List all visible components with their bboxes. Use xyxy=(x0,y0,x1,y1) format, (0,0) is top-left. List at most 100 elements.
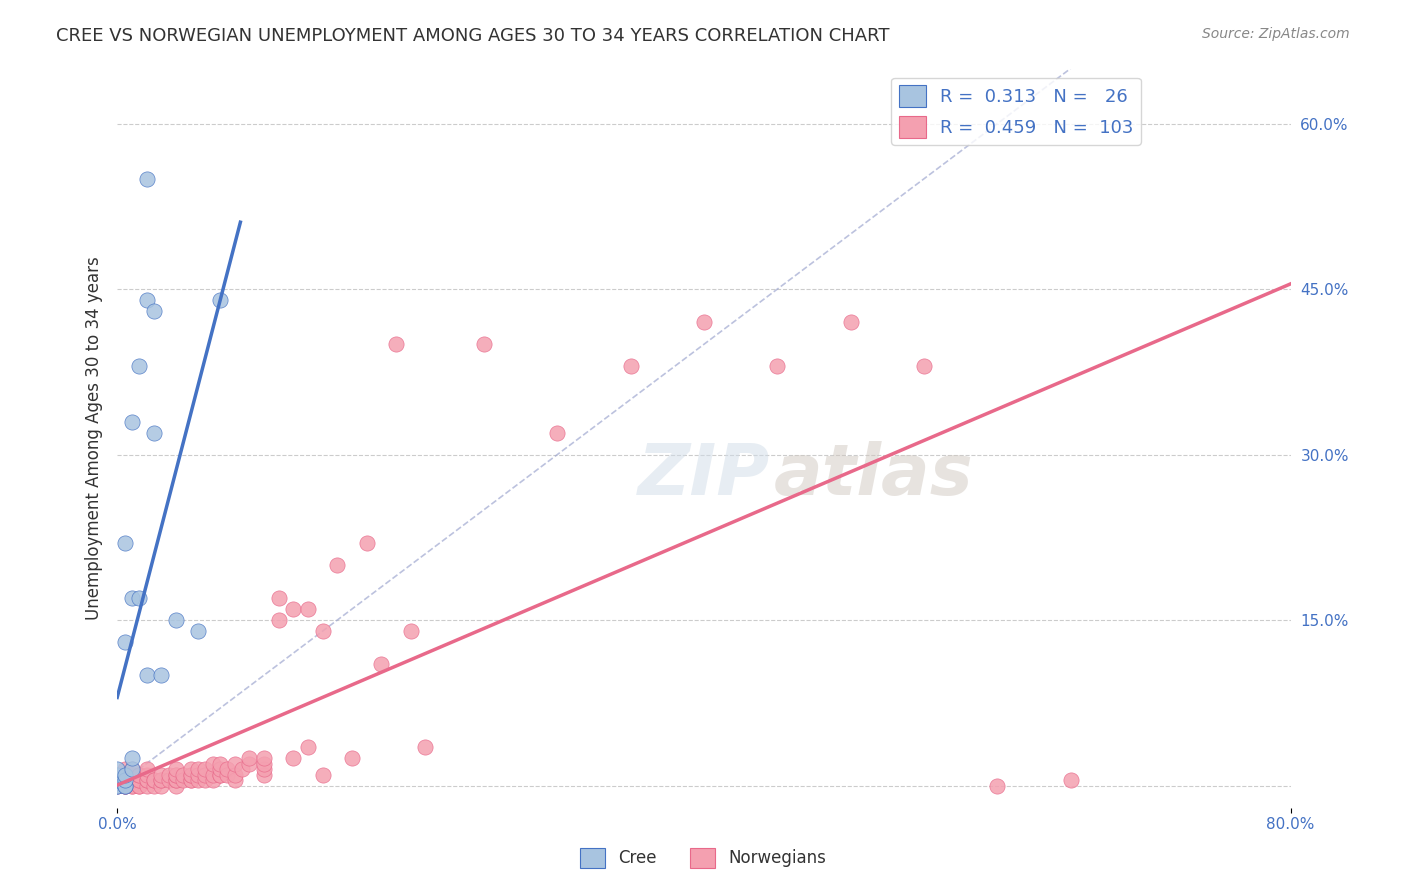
Point xyxy=(253,756,276,771)
Point xyxy=(986,779,1008,793)
Point xyxy=(187,773,209,788)
Point xyxy=(238,751,260,765)
Point xyxy=(105,773,128,788)
Point xyxy=(194,767,217,781)
Point xyxy=(135,773,157,788)
Point xyxy=(180,762,202,776)
Point xyxy=(105,779,128,793)
Point xyxy=(1059,773,1081,788)
Point xyxy=(283,751,305,765)
Point xyxy=(142,425,165,440)
Point xyxy=(121,773,143,788)
Point xyxy=(172,773,194,788)
Legend: R =  0.313   N =   26, R =  0.459   N =  103: R = 0.313 N = 26, R = 0.459 N = 103 xyxy=(891,78,1140,145)
Point xyxy=(370,657,392,672)
Point xyxy=(208,767,231,781)
Point xyxy=(172,767,194,781)
Point xyxy=(157,767,180,781)
Point xyxy=(194,762,217,776)
Point xyxy=(238,756,260,771)
Point xyxy=(399,624,422,639)
Point xyxy=(121,762,143,776)
Point xyxy=(165,767,187,781)
Point xyxy=(194,773,217,788)
Point xyxy=(105,773,128,788)
Point xyxy=(114,767,136,781)
Point xyxy=(340,751,363,765)
Point xyxy=(224,756,246,771)
Point xyxy=(326,558,349,572)
Point xyxy=(121,773,143,788)
Point xyxy=(187,762,209,776)
Point xyxy=(180,773,202,788)
Point xyxy=(297,739,319,754)
Point xyxy=(472,337,495,351)
Point xyxy=(135,293,157,308)
Point xyxy=(128,773,150,788)
Point xyxy=(297,602,319,616)
Point xyxy=(135,779,157,793)
Point xyxy=(114,635,136,649)
Point xyxy=(766,359,789,374)
Point xyxy=(105,767,128,781)
Point xyxy=(142,773,165,788)
Point xyxy=(311,767,333,781)
Point xyxy=(114,779,136,793)
Point xyxy=(150,773,173,788)
Point xyxy=(546,425,568,440)
Point xyxy=(150,773,173,788)
Point xyxy=(114,767,136,781)
Point xyxy=(128,359,150,374)
Point xyxy=(114,767,136,781)
Point xyxy=(253,762,276,776)
Point xyxy=(114,779,136,793)
Point xyxy=(121,767,143,781)
Point xyxy=(165,762,187,776)
Point xyxy=(135,668,157,682)
Point xyxy=(208,756,231,771)
Point xyxy=(128,591,150,605)
Point xyxy=(105,773,128,788)
Point xyxy=(267,613,290,627)
Point xyxy=(165,773,187,788)
Point xyxy=(208,293,231,308)
Point xyxy=(912,359,935,374)
Point xyxy=(114,773,136,788)
Point xyxy=(121,591,143,605)
Point xyxy=(217,767,239,781)
Point xyxy=(157,773,180,788)
Text: CREE VS NORWEGIAN UNEMPLOYMENT AMONG AGES 30 TO 34 YEARS CORRELATION CHART: CREE VS NORWEGIAN UNEMPLOYMENT AMONG AGE… xyxy=(56,27,890,45)
Point xyxy=(114,779,136,793)
Text: Source: ZipAtlas.com: Source: ZipAtlas.com xyxy=(1202,27,1350,41)
Text: ZIP: ZIP xyxy=(638,441,770,509)
Point xyxy=(839,315,862,329)
Point xyxy=(619,359,641,374)
Point xyxy=(224,767,246,781)
Point xyxy=(208,767,231,781)
Point xyxy=(114,767,136,781)
Point xyxy=(693,315,716,329)
Point xyxy=(121,751,143,765)
Point xyxy=(180,773,202,788)
Point xyxy=(128,767,150,781)
Point xyxy=(128,773,150,788)
Point xyxy=(114,773,136,788)
Point xyxy=(201,756,224,771)
Point xyxy=(180,767,202,781)
Point xyxy=(128,779,150,793)
Point xyxy=(114,779,136,793)
Point xyxy=(121,762,143,776)
Point xyxy=(105,779,128,793)
Point xyxy=(165,767,187,781)
Point xyxy=(224,773,246,788)
Point xyxy=(165,773,187,788)
Point xyxy=(121,779,143,793)
Point xyxy=(253,767,276,781)
Point xyxy=(253,751,276,765)
Point xyxy=(180,767,202,781)
Point xyxy=(150,779,173,793)
Point xyxy=(356,536,378,550)
Point xyxy=(150,767,173,781)
Point xyxy=(201,767,224,781)
Y-axis label: Unemployment Among Ages 30 to 34 years: Unemployment Among Ages 30 to 34 years xyxy=(86,256,103,620)
